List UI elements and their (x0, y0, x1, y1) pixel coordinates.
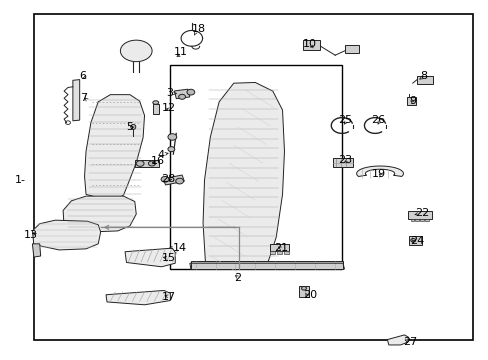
Polygon shape (63, 196, 136, 232)
Polygon shape (125, 248, 175, 267)
Ellipse shape (410, 238, 415, 242)
Text: 8: 8 (419, 71, 427, 81)
Text: 1-: 1- (15, 175, 26, 185)
Bar (170, 65, 341, 269)
Polygon shape (386, 335, 407, 345)
Polygon shape (32, 244, 41, 257)
Text: 11: 11 (173, 46, 187, 57)
Ellipse shape (161, 176, 168, 182)
Text: 26: 26 (370, 115, 385, 125)
Polygon shape (203, 82, 284, 263)
Bar (332, 158, 352, 167)
Ellipse shape (153, 101, 158, 104)
Polygon shape (190, 261, 342, 269)
Polygon shape (73, 80, 80, 121)
Text: 13: 13 (24, 230, 38, 239)
Ellipse shape (178, 94, 185, 99)
Ellipse shape (167, 147, 174, 152)
Bar (284, 251, 288, 254)
Polygon shape (84, 95, 144, 200)
Text: 24: 24 (409, 236, 424, 246)
Text: 17: 17 (161, 292, 175, 302)
Text: 10: 10 (303, 40, 316, 49)
Text: 15: 15 (161, 253, 175, 263)
Ellipse shape (136, 161, 144, 166)
Bar (270, 251, 275, 254)
Text: 20: 20 (303, 291, 317, 301)
Polygon shape (106, 291, 170, 305)
Text: 22: 22 (414, 208, 428, 218)
Bar (303, 40, 320, 50)
Bar (277, 251, 282, 254)
Polygon shape (356, 166, 403, 176)
Bar (406, 97, 415, 105)
Text: 23: 23 (337, 155, 351, 165)
Ellipse shape (131, 125, 136, 130)
Bar (407, 211, 431, 219)
Text: 16: 16 (151, 156, 164, 166)
Text: 7: 7 (80, 93, 87, 103)
Ellipse shape (301, 287, 306, 290)
Ellipse shape (120, 40, 152, 62)
Bar (416, 76, 432, 84)
Bar (153, 104, 158, 114)
Text: 27: 27 (402, 337, 416, 347)
Text: 2: 2 (233, 273, 241, 283)
Text: 12: 12 (161, 103, 175, 113)
Bar (415, 219, 418, 221)
Text: 21: 21 (273, 243, 287, 253)
Text: 25: 25 (337, 115, 351, 125)
Bar (270, 244, 288, 251)
Bar (34, 14, 472, 339)
Text: 28: 28 (161, 174, 176, 184)
Ellipse shape (148, 161, 155, 166)
Bar (424, 219, 427, 221)
Text: 4: 4 (158, 150, 164, 160)
Text: 14: 14 (172, 243, 186, 253)
Text: 18: 18 (191, 24, 205, 35)
Text: 6: 6 (80, 71, 86, 81)
Bar (298, 286, 309, 297)
Bar (344, 45, 358, 53)
Bar (408, 236, 421, 244)
Text: 3: 3 (166, 88, 173, 98)
Ellipse shape (175, 178, 183, 184)
Bar (419, 219, 423, 221)
Text: 5: 5 (126, 122, 133, 132)
Text: 19: 19 (371, 168, 386, 179)
Ellipse shape (167, 134, 176, 140)
Bar (410, 219, 413, 221)
Text: 9: 9 (408, 96, 416, 106)
Ellipse shape (186, 89, 194, 95)
Bar (174, 89, 189, 99)
Bar (163, 175, 184, 185)
Bar (135, 159, 158, 167)
Polygon shape (32, 220, 101, 250)
